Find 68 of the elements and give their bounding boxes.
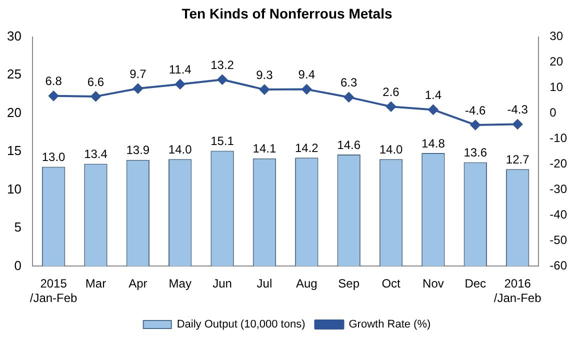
x-tick-label: 2015 /Jan-Feb xyxy=(30,276,78,306)
point xyxy=(217,74,228,85)
data-label: 13.6 xyxy=(464,146,488,160)
x-tick-label: Dec xyxy=(464,276,486,291)
x-tick-label: Aug xyxy=(296,276,318,291)
y-tick-label: 0 xyxy=(14,258,22,273)
point xyxy=(428,104,438,115)
point xyxy=(132,84,143,94)
y-tick-label: 10 xyxy=(6,181,22,196)
y-tick-label: 20 xyxy=(6,104,22,120)
x-tick-label: 2016 /Jan-Feb xyxy=(494,276,542,306)
data-label: 14.1 xyxy=(252,142,276,156)
point xyxy=(48,90,59,101)
y2-tick-label: 30 xyxy=(550,29,564,44)
y-tick-label: 25 xyxy=(6,66,22,82)
data-label: 14.0 xyxy=(379,142,404,156)
data-label: 2.6 xyxy=(382,84,400,99)
y2-tick-label: -20 xyxy=(550,156,568,171)
chart-title: Ten Kinds of Nonferrous Metals xyxy=(182,5,392,22)
data-label: -4.3 xyxy=(507,102,528,117)
x-tick-label: May xyxy=(168,276,192,291)
data-label: 1.4 xyxy=(424,88,442,102)
data-label: 12.7 xyxy=(506,152,530,166)
y2-tick-label: -30 xyxy=(550,182,568,196)
x-tick-label: Jul xyxy=(256,276,272,291)
x-tick-label: Apr xyxy=(128,276,148,291)
x-tick-label: Jun xyxy=(212,276,232,291)
x-tick-label: Nov xyxy=(422,276,444,291)
data-label: 6.3 xyxy=(340,76,358,90)
x-tick-label: Oct xyxy=(382,276,402,291)
x-tick-label: Mar xyxy=(85,276,106,291)
data-label: 9.7 xyxy=(130,66,147,81)
y2-tick-label: -60 xyxy=(550,258,568,273)
y2-tick-label: 0 xyxy=(550,106,557,120)
y2-tick-label: -40 xyxy=(550,208,568,222)
point xyxy=(470,120,480,130)
data-label: 14.0 xyxy=(168,142,192,156)
point xyxy=(175,79,186,90)
data-label: 6.6 xyxy=(87,74,104,89)
data-label: 6.8 xyxy=(45,74,62,88)
x-tick-label: Sep xyxy=(338,276,360,291)
point xyxy=(344,92,354,102)
point xyxy=(90,91,101,102)
data-label: 14.8 xyxy=(422,136,446,150)
y2-tick-label: 10 xyxy=(550,80,564,94)
point xyxy=(302,84,312,94)
data-label: 13.9 xyxy=(126,143,150,158)
y-tick-label: 15 xyxy=(6,143,22,158)
data-label: 14.2 xyxy=(294,140,319,155)
y-tick-label: 30 xyxy=(6,28,22,44)
y2-tick-label: -10 xyxy=(550,131,568,146)
y2-tick-label: 20 xyxy=(550,54,564,69)
data-label: 9.4 xyxy=(298,68,316,82)
data-label: -4.6 xyxy=(465,103,486,118)
legend-label: Daily Output (10,000 tons) xyxy=(176,318,306,331)
data-label: 13.0 xyxy=(42,150,66,164)
legend-label: Growth Rate (%) xyxy=(348,318,431,331)
data-label: 9.3 xyxy=(256,68,274,82)
point xyxy=(386,102,396,112)
data-label: 13.2 xyxy=(210,58,234,72)
point xyxy=(512,119,523,130)
y2-tick-label: -50 xyxy=(550,233,568,248)
data-label: 13.4 xyxy=(84,147,108,162)
point xyxy=(259,84,270,95)
y-tick-label: 5 xyxy=(14,220,22,235)
data-label: 11.4 xyxy=(168,62,192,77)
data-label: 15.1 xyxy=(210,134,234,148)
data-label: 14.6 xyxy=(337,138,361,152)
